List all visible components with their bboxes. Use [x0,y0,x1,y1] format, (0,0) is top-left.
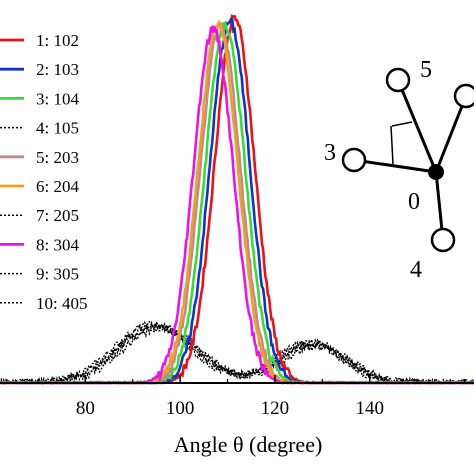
legend-label-1: 1: 102 [36,31,79,50]
inset-atom-1 [385,67,411,93]
x-tick-label-140: 140 [355,398,384,419]
legend: 1: 102 2: 103 3: 104 4: 105 5: 203 6: 204 7: 2… [0,31,87,313]
x-axis-label: Angle θ (degree) [174,432,323,457]
inset-label-5: 5 [420,57,432,83]
inset-angle-marker-2 [391,121,413,127]
legend-label-8: 8: 304 [36,235,79,254]
inset-bond-2 [434,95,468,173]
series-line-10 [0,322,474,386]
x-tick-label-100: 100 [166,398,195,419]
inset-bond-3 [353,158,437,174]
inset-label-3: 3 [324,140,336,166]
inset-label-4: 4 [410,257,422,283]
inset-atom-4 [430,227,456,253]
legend-label-2: 2: 103 [36,60,79,79]
molecule-inset: 5 3 0 4 [324,57,474,283]
legend-label-3: 3: 104 [36,89,79,108]
inset-atom-3 [341,147,367,173]
legend-label-7: 7: 205 [36,206,79,225]
x-tick-label-80: 80 [76,398,95,419]
inset-angle-marker [390,125,394,165]
legend-label-4: 4: 105 [36,119,79,138]
inset-bond-1 [396,79,438,173]
inset-center-atom [428,164,444,180]
legend-label-6: 6: 204 [36,177,79,196]
x-tick-label-120: 120 [261,398,290,419]
inset-label-0: 0 [408,189,420,215]
x-ticks: 80 100 120 140 [37,375,466,419]
inset-atom-2 [453,83,474,109]
legend-label-9: 9: 305 [36,265,79,284]
legend-label-10: 10: 405 [36,294,87,313]
legend-label-5: 5: 203 [36,148,79,167]
